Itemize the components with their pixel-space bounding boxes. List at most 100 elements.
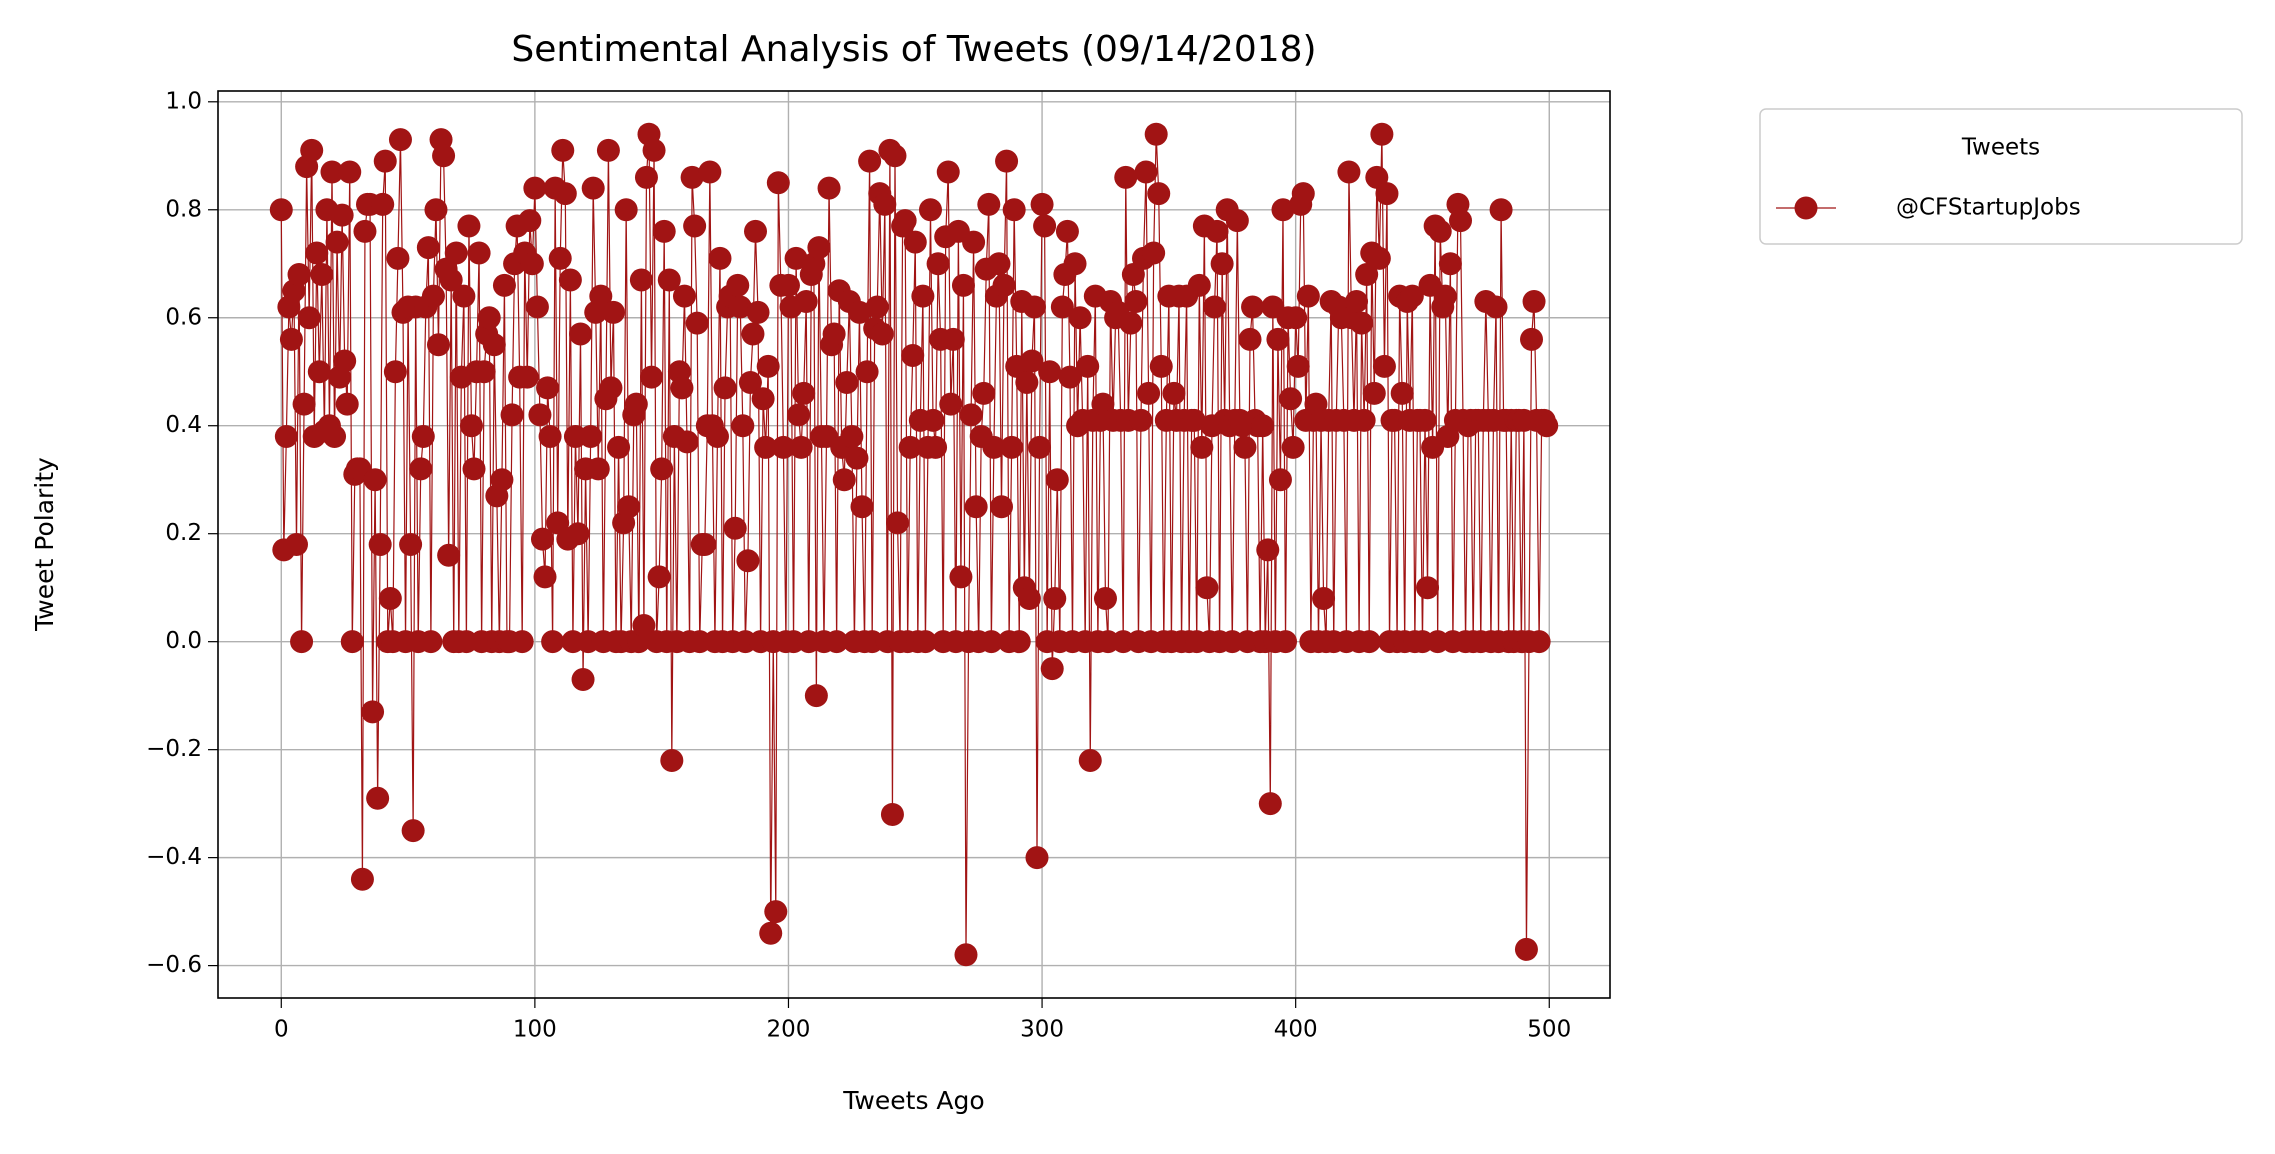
data-point — [1390, 381, 1414, 405]
data-point — [771, 435, 795, 459]
data-point — [444, 241, 468, 265]
data-point — [1078, 748, 1102, 772]
data-point — [660, 748, 684, 772]
data-point — [1413, 408, 1437, 432]
data-point — [1205, 219, 1229, 243]
data-point — [551, 138, 575, 162]
plot-area — [269, 122, 1559, 967]
data-point — [1400, 284, 1424, 308]
data-point — [307, 360, 331, 384]
data-point — [1284, 306, 1308, 330]
data-point — [657, 268, 681, 292]
data-point — [807, 236, 831, 260]
legend: Tweets @CFStartupJobs — [1759, 108, 2243, 245]
data-point — [399, 533, 423, 556]
data-point — [880, 802, 904, 826]
data-point — [482, 333, 506, 357]
data-point — [1022, 295, 1046, 319]
data-point — [1357, 630, 1381, 654]
data-point — [705, 425, 729, 449]
x-tick-label: 400 — [1274, 1017, 1318, 1043]
data-point — [596, 138, 620, 162]
data-point — [1514, 937, 1538, 961]
data-point — [886, 511, 910, 535]
data-point — [1372, 354, 1396, 378]
data-point — [939, 392, 963, 416]
data-point — [411, 425, 435, 449]
data-point — [951, 273, 975, 297]
data-point — [1007, 630, 1031, 654]
data-point — [685, 311, 709, 335]
data-point — [632, 613, 656, 637]
data-point — [300, 138, 324, 162]
data-point — [1043, 586, 1067, 610]
data-point — [949, 565, 973, 589]
data-point — [624, 392, 648, 416]
data-point — [279, 327, 303, 351]
data-point — [1225, 209, 1249, 233]
data-point — [500, 403, 524, 427]
data-point — [670, 376, 694, 400]
data-point — [569, 322, 593, 346]
data-point — [911, 284, 935, 308]
data-point — [320, 160, 344, 184]
data-point — [713, 376, 737, 400]
y-tick-label: −0.2 — [146, 736, 202, 762]
data-point — [1055, 219, 1079, 243]
legend-marker — [1794, 196, 1818, 220]
data-point — [1258, 792, 1282, 816]
legend-label: @CFStartupJobs — [1896, 195, 2081, 221]
x-tick-label: 500 — [1527, 1017, 1571, 1043]
data-point — [640, 365, 664, 389]
data-point — [541, 630, 565, 654]
data-point — [1449, 209, 1473, 233]
data-point — [1093, 586, 1117, 610]
data-point — [1162, 381, 1186, 405]
data-point — [832, 468, 856, 492]
data-point — [338, 160, 362, 184]
data-point — [652, 219, 676, 243]
data-point — [1433, 284, 1457, 308]
data-point — [601, 300, 625, 324]
y-tick-label: 0.2 — [165, 520, 202, 546]
data-point — [1149, 354, 1173, 378]
data-point — [492, 273, 516, 297]
data-point — [1076, 354, 1100, 378]
data-point — [858, 149, 882, 173]
data-point — [292, 392, 316, 416]
data-point — [672, 284, 696, 308]
data-point — [1238, 327, 1262, 351]
data-point — [1058, 365, 1082, 389]
data-point — [1274, 630, 1298, 654]
data-point — [1345, 290, 1369, 314]
data-point — [918, 198, 942, 222]
data-point — [964, 495, 988, 519]
data-point — [982, 435, 1006, 459]
data-point — [754, 435, 778, 459]
y-tick-label: 1.0 — [165, 88, 202, 114]
data-point — [629, 268, 653, 292]
data-point — [330, 203, 354, 227]
data-point — [566, 522, 590, 546]
data-point — [1241, 295, 1265, 319]
data-point — [373, 149, 397, 173]
data-point — [784, 246, 808, 270]
data-point — [457, 214, 481, 238]
data-point — [361, 700, 385, 724]
data-point — [1251, 414, 1275, 438]
data-point — [693, 533, 717, 556]
data-point — [409, 457, 433, 481]
data-point — [634, 165, 658, 189]
data-point — [1527, 630, 1551, 654]
data-point — [1271, 198, 1295, 222]
data-point — [903, 230, 927, 254]
y-tick-label: −0.6 — [146, 952, 202, 978]
x-axis-label: Tweets Ago — [842, 1086, 984, 1115]
data-point — [794, 290, 818, 314]
data-point — [1038, 360, 1062, 384]
data-point — [921, 408, 945, 432]
data-point — [647, 565, 671, 589]
chart-title: Sentimental Analysis of Tweets (09/14/20… — [511, 29, 1316, 70]
data-point — [472, 360, 496, 384]
